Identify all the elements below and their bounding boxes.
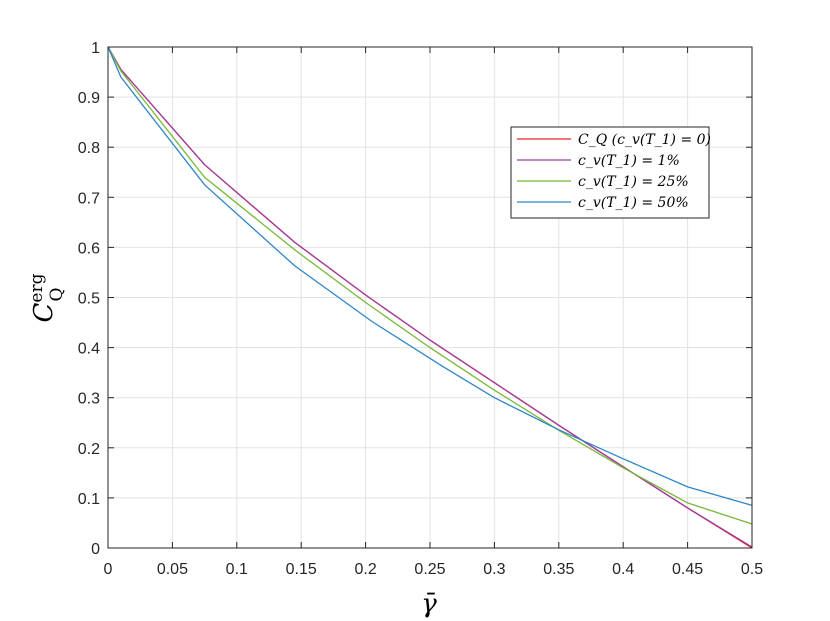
x-tick-label: 0.3 — [483, 561, 505, 578]
x-tick-label: 0.4 — [612, 561, 634, 578]
y-tick-label: 0.5 — [78, 291, 100, 308]
x-tick-labels: 0 0.05 0.1 0.15 0.2 0.25 0.3 0.35 0.4 0.45 0.5 — [104, 561, 764, 578]
y-tick-label: 0 — [91, 541, 100, 558]
y-axis-label-sub: Q — [47, 288, 67, 302]
series-line-2 — [107, 46, 753, 548]
y-axis-label-base: C — [29, 302, 59, 322]
y-tick-label: 0.2 — [78, 441, 100, 458]
y-tick-label: 1 — [91, 40, 100, 57]
x-tick-label: 0.2 — [354, 561, 376, 578]
series-lines — [107, 46, 753, 549]
x-tick-label: 0.5 — [741, 561, 763, 578]
legend: C_Q (c_v(T_1) = 0) c_v(T_1) = 1% c_v(T_1) … — [510, 126, 711, 219]
y-axis-label: CergQ — [27, 273, 67, 322]
y-tick-label: 0.3 — [78, 391, 100, 408]
y-tick-label: 0.7 — [78, 190, 100, 207]
y-tick-labels: 0 0.1 0.2 0.3 0.4 0.5 0.6 0.7 0.8 0.9 1 — [78, 40, 100, 558]
legend-label: C_Q (c_v(T_1) = 0) — [578, 132, 711, 148]
y-tick-label: 0.4 — [78, 341, 100, 358]
x-tick-label: 0.25 — [414, 561, 445, 578]
y-tick-label: 0.9 — [78, 90, 100, 107]
x-tick-label: 0.05 — [157, 561, 188, 578]
series-line-3 — [107, 46, 753, 525]
legend-box — [510, 126, 710, 219]
legend-label: c_v(T_1) = 1% — [578, 153, 680, 169]
legend-label: c_v(T_1) = 25% — [578, 174, 689, 190]
y-tick-label: 0.6 — [78, 240, 100, 257]
x-axis-label: γ̄ — [421, 589, 437, 619]
series-line-4 — [107, 46, 753, 507]
x-tick-label: 0.35 — [543, 561, 574, 578]
x-tick-label: 0.45 — [672, 561, 703, 578]
x-tick-label: 0.15 — [286, 561, 317, 578]
legend-label: c_v(T_1) = 50% — [578, 195, 689, 211]
y-axis-label-text: CergQ — [27, 273, 67, 322]
y-axis-label-sup: erg — [27, 273, 47, 302]
x-tick-label: 0.1 — [226, 561, 248, 578]
y-tick-label: 0.1 — [78, 491, 100, 508]
axis-ticks — [107, 46, 753, 549]
x-tick-label: 0 — [104, 561, 113, 578]
y-tick-label: 0.8 — [78, 140, 100, 157]
